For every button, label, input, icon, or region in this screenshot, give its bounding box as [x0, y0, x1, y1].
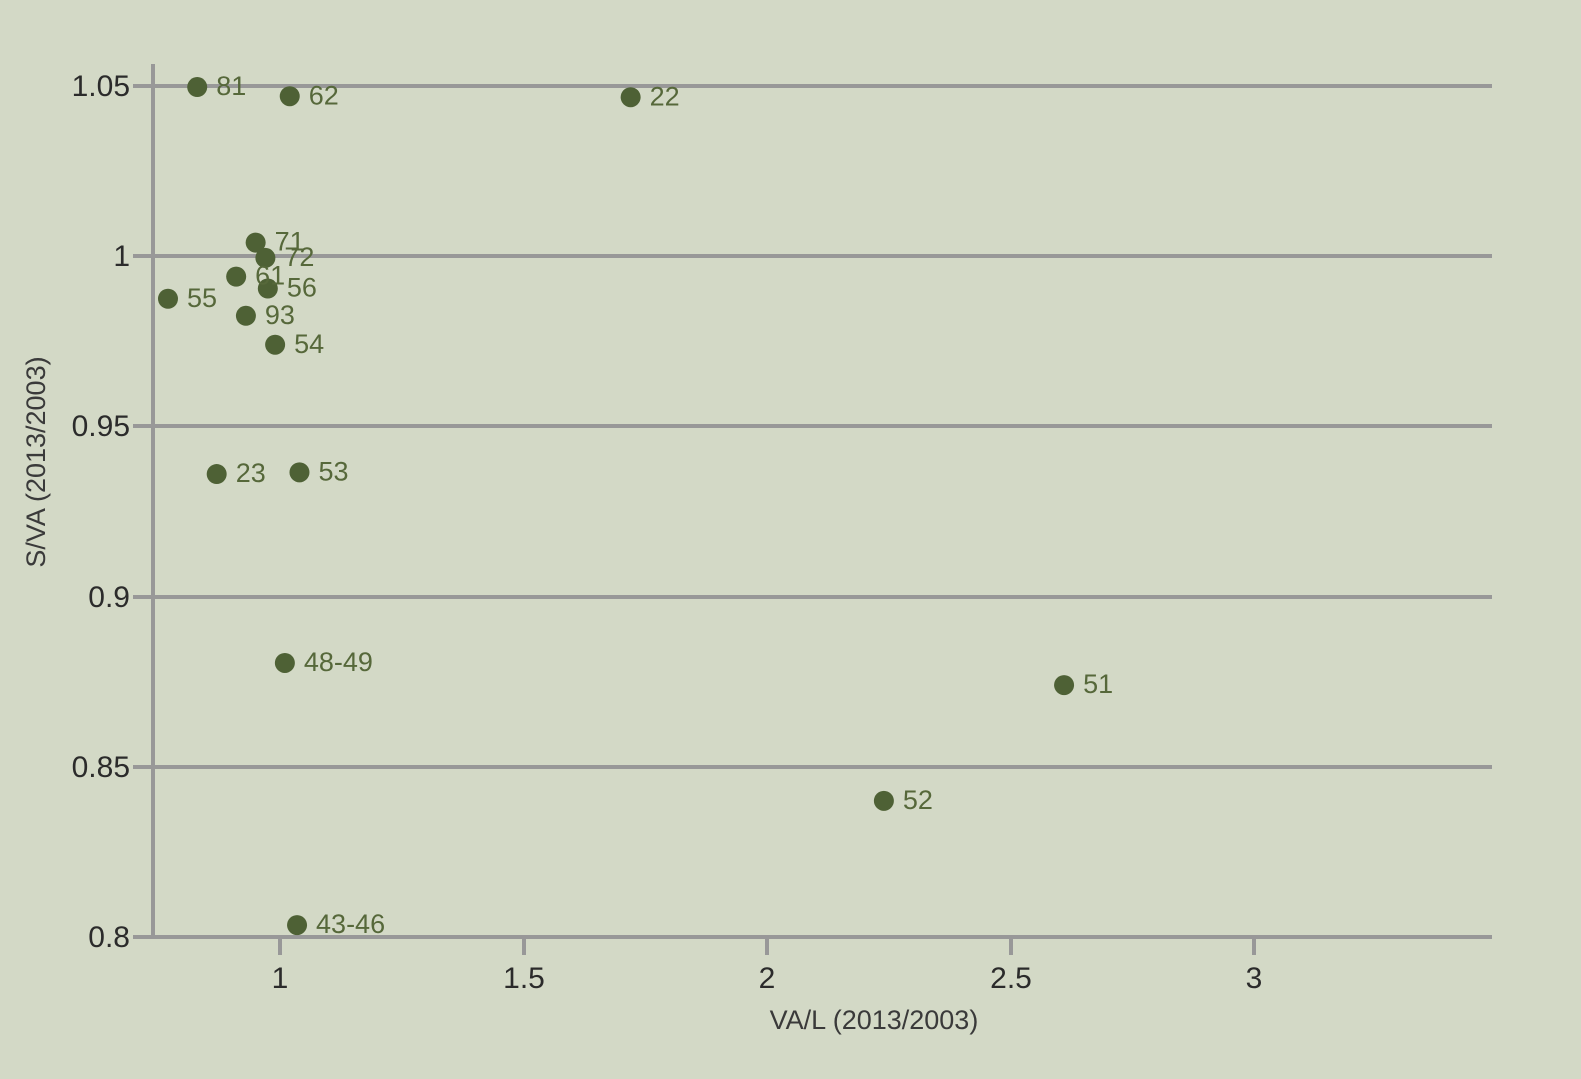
point-label: 53 — [318, 456, 348, 486]
y-tick-label: 1 — [113, 240, 130, 273]
y-axis-title: S/VA (2013/2003) — [21, 356, 51, 567]
data-point — [1054, 675, 1075, 696]
data-point — [187, 77, 208, 98]
x-tick-label: 3 — [1246, 962, 1263, 995]
point-label: 48-49 — [304, 647, 373, 677]
x-tick-label: 1 — [272, 962, 289, 995]
point-label: 51 — [1083, 669, 1113, 699]
point-label: 71 — [275, 227, 305, 257]
y-tick-label: 0.85 — [72, 751, 130, 784]
data-point — [274, 652, 295, 673]
data-point — [226, 266, 247, 287]
y-tick-label: 0.8 — [88, 921, 130, 954]
data-point — [235, 305, 256, 326]
point-label: 22 — [650, 81, 680, 111]
point-label: 93 — [265, 300, 295, 330]
tick-labels: 0.8 0.85 0.9 0.95 1 1.05 1 1.5 2 2.5 3 — [72, 70, 1263, 995]
data-point — [245, 232, 266, 253]
grid-layer — [153, 84, 1492, 769]
data-point — [255, 247, 276, 268]
x-tick-label: 2.5 — [990, 962, 1032, 995]
data-point — [157, 288, 178, 309]
data-point — [206, 464, 227, 485]
point-label: 23 — [236, 458, 266, 488]
point-label: 61 — [255, 261, 285, 291]
data-point — [279, 86, 300, 107]
data-point — [289, 462, 310, 483]
point-label: 56 — [287, 273, 317, 303]
y-tick-label: 1.05 — [72, 70, 130, 103]
point-label: 72 — [284, 242, 314, 272]
point-label: 43-46 — [316, 909, 385, 939]
x-tick-label: 1.5 — [503, 962, 545, 995]
point-label: 55 — [187, 283, 217, 313]
y-tick-label: 0.95 — [72, 410, 130, 443]
data-point — [620, 87, 641, 108]
x-tick-label: 2 — [759, 962, 776, 995]
data-point — [257, 278, 278, 299]
point-label: 54 — [294, 329, 324, 359]
point-label: 52 — [903, 785, 933, 815]
axis-layer — [133, 64, 1492, 955]
x-axis-title: VA/L (2013/2003) — [770, 1005, 979, 1035]
data-point — [265, 334, 286, 355]
point-label: 81 — [216, 71, 246, 101]
data-point — [873, 790, 894, 811]
point-label: 62 — [309, 80, 339, 110]
y-tick-label: 0.9 — [88, 581, 130, 614]
data-point — [287, 915, 308, 936]
data-points — [157, 77, 1075, 936]
